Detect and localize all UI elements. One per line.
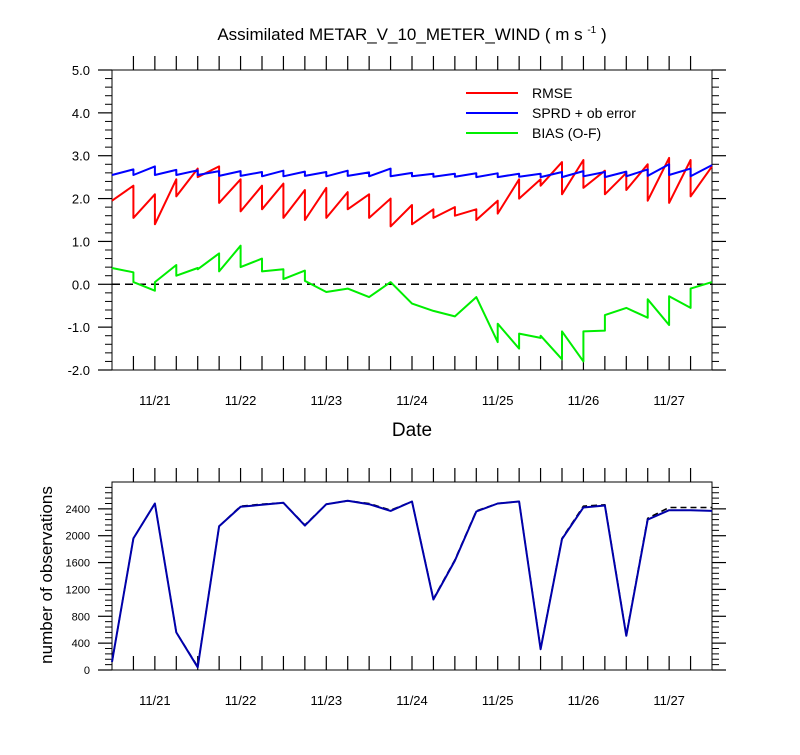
top-y-tick-label: 0.0 xyxy=(72,277,90,292)
y-axis-label-bottom: number of observations xyxy=(37,486,56,664)
chart-title: Assimilated METAR_V_10_METER_WIND ( m s … xyxy=(217,18,606,44)
legend-label-3: BIAS (O-F) xyxy=(532,125,601,141)
top-y-tick-label: 4.0 xyxy=(72,106,90,121)
bottom-x-tick-label: 11/23 xyxy=(310,693,342,708)
bottom-y-tick-label: 2400 xyxy=(66,504,90,516)
bottom-x-tick-label: 11/25 xyxy=(482,693,514,708)
series-line-3 xyxy=(111,244,713,363)
bottom-y-tick-label: 400 xyxy=(72,638,90,650)
bottom-x-tick-label: 11/21 xyxy=(139,693,171,708)
bottom-y-tick-label: 0 xyxy=(84,665,90,677)
bottom-y-tick-label: 1200 xyxy=(66,584,90,596)
legend-label-1: RMSE xyxy=(532,85,572,101)
top-x-tick-label: 11/24 xyxy=(396,393,428,408)
bottom-y-tick-label: 2000 xyxy=(66,531,90,543)
top-y-tick-label: 2.0 xyxy=(72,192,90,207)
top-y-tick-label: 3.0 xyxy=(72,149,90,164)
top-x-tick-label: 11/23 xyxy=(310,393,342,408)
bottom-x-tick-label: 11/27 xyxy=(653,693,685,708)
bottom-x-tick-label: 11/26 xyxy=(568,693,600,708)
top-x-tick-label: 11/26 xyxy=(568,393,600,408)
series-line-2 xyxy=(111,163,713,179)
top-panel: 11/21 11/22 11/23 11/24 11/25 11/26 11/27 5.0 4.… xyxy=(68,56,726,408)
bottom-y-tick-label: 1600 xyxy=(66,558,90,570)
top-y-tick-label: -1.0 xyxy=(68,320,90,335)
bottom-x-tick-label: 11/24 xyxy=(396,693,428,708)
series-line-1 xyxy=(111,156,713,228)
legend-label-2: SPRD + ob error xyxy=(532,105,636,121)
top-x-tick-label: 11/21 xyxy=(139,393,171,408)
bottom-panel: 11/21 11/22 11/23 11/24 11/25 11/26 11/27 0 400 8… xyxy=(66,468,726,708)
chart-title-superscript: -1 xyxy=(587,25,596,36)
bottom-y-tick-label: 800 xyxy=(72,611,90,623)
top-y-tick-label: 1.0 xyxy=(72,234,90,249)
chart-title-end: ) xyxy=(601,25,607,44)
chart-title-main: Assimilated METAR_V_10_METER_WIND ( m s xyxy=(217,25,582,44)
top-y-tick-label: 5.0 xyxy=(72,63,90,78)
top-y-tick-label: -2.0 xyxy=(68,363,90,378)
top-x-tick-label: 11/27 xyxy=(653,393,685,408)
bottom-x-tick-label: 11/22 xyxy=(225,693,257,708)
top-x-tick-label: 11/22 xyxy=(225,393,257,408)
obs-count-line-2 xyxy=(111,499,713,669)
x-axis-label-top: Date xyxy=(392,420,432,441)
top-x-tick-label: 11/25 xyxy=(482,393,514,408)
